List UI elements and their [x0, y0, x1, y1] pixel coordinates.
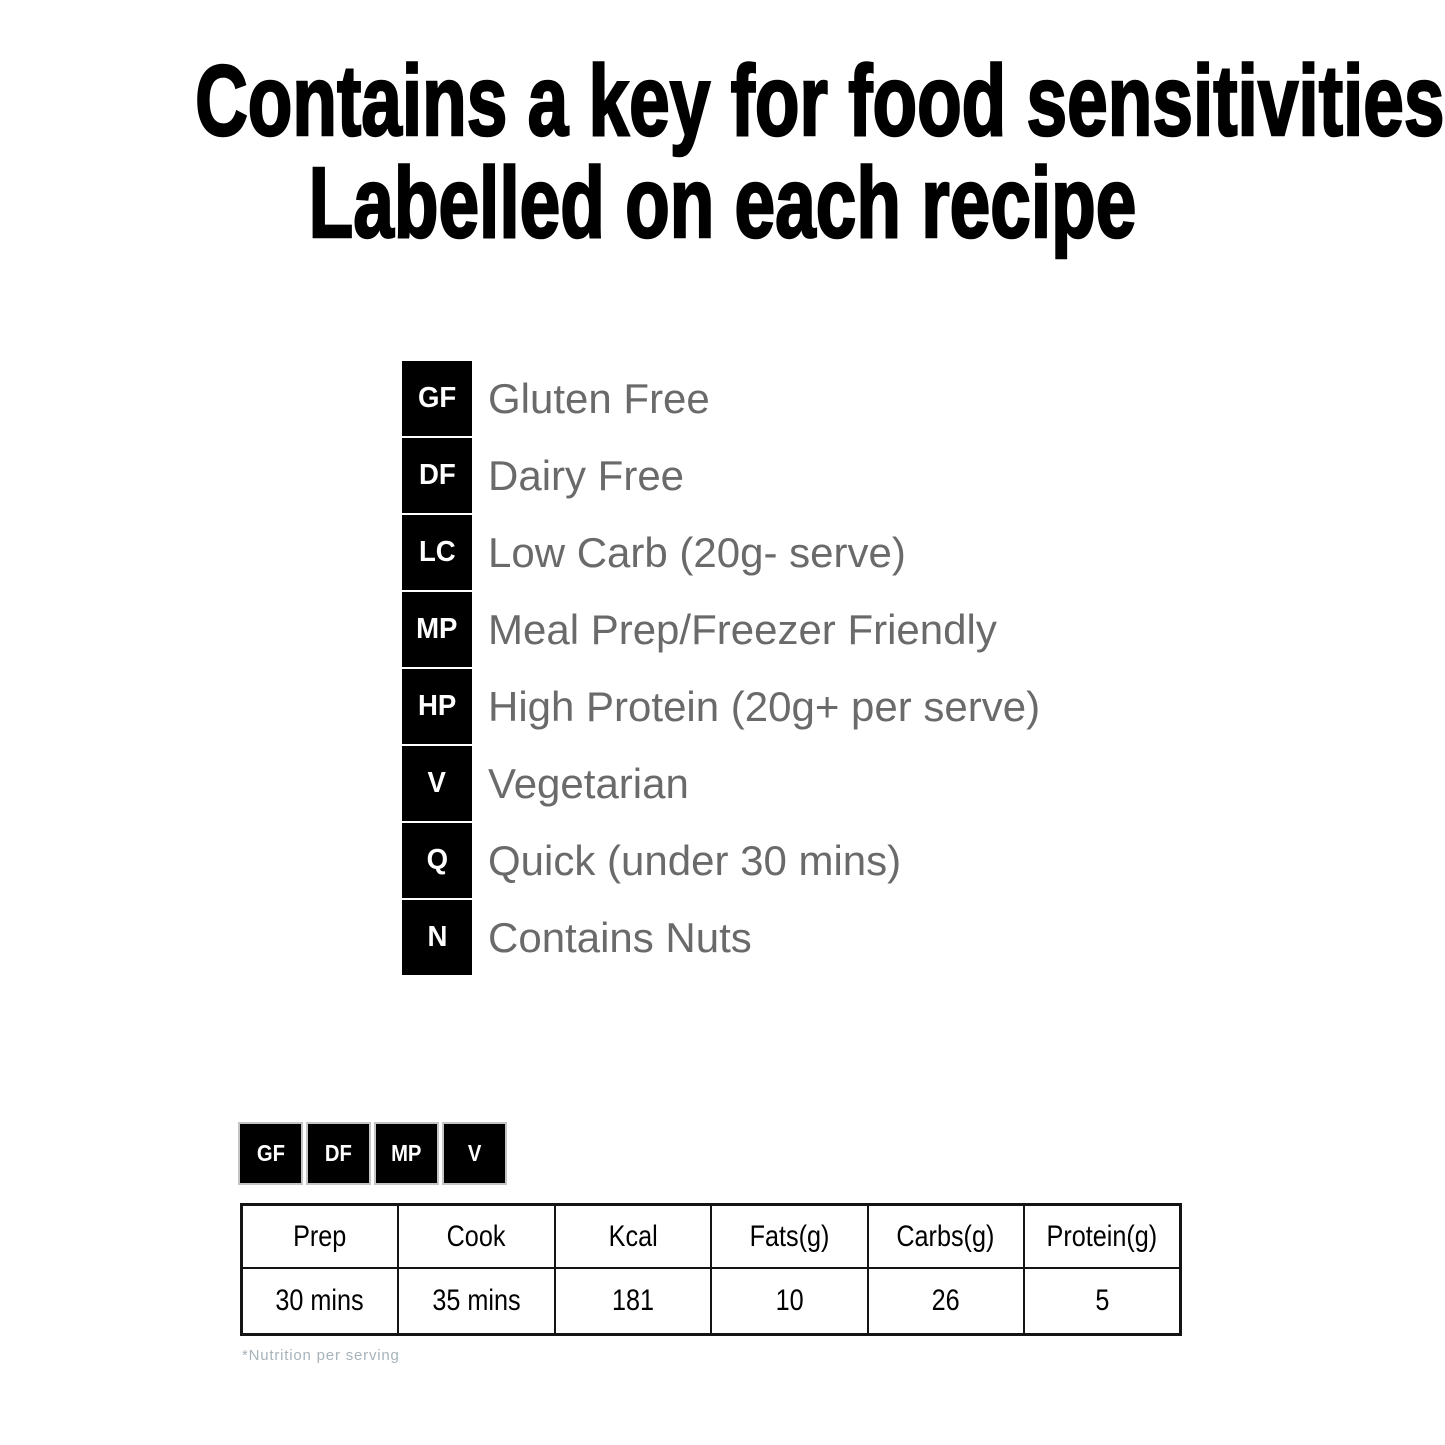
key-label: High Protein (20g+ per serve): [488, 682, 1041, 730]
key-badge: N: [402, 900, 472, 975]
recipe-badge: MP: [374, 1122, 439, 1185]
nutrition-value-cell: 35 mins: [397, 1267, 556, 1336]
recipe-badge: DF: [306, 1122, 371, 1185]
nutrition-value-cell: 30 mins: [240, 1267, 399, 1336]
key-badge: Q: [402, 823, 472, 898]
food-sensitivity-key: GF Gluten Free DF Dairy Free LC Low Carb…: [402, 361, 1040, 977]
key-badge: V: [402, 746, 472, 821]
key-label: Dairy Free: [488, 451, 685, 499]
recipe-badge-code: MP: [391, 1140, 422, 1166]
key-label: Gluten Free: [488, 374, 710, 422]
key-badge-code: N: [427, 921, 447, 953]
nutrition-header-row: Prep Cook Kcal Fats(g): [240, 1203, 1182, 1269]
recipe-badge-code: V: [467, 1140, 482, 1166]
recipe-badge-code: DF: [324, 1140, 352, 1166]
recipe-badge: V: [442, 1122, 507, 1185]
key-row: HP High Protein (20g+ per serve): [402, 669, 1040, 744]
key-row: MP Meal Prep/Freezer Friendly: [402, 592, 1040, 667]
recipe-badge: GF: [238, 1122, 303, 1185]
key-label: Contains Nuts: [488, 913, 752, 961]
nutrition-value-row: 30 mins 35 mins 181 10: [240, 1267, 1182, 1336]
key-badge-code: LC: [418, 536, 456, 568]
key-row: DF Dairy Free: [402, 438, 1040, 513]
recipe-badge-row: GF DF MP V: [238, 1122, 507, 1185]
title-line-1: Contains a key for food sensitivities: [194, 45, 1445, 157]
key-badge-code: MP: [416, 613, 458, 645]
nutrition-table: Prep Cook Kcal Fats(g): [240, 1203, 1182, 1336]
nutrition-header-cell: Fats(g): [710, 1203, 869, 1269]
nutrition-value-cell: 10: [710, 1267, 869, 1336]
key-label: Vegetarian: [488, 759, 689, 807]
key-row: Q Quick (under 30 mins): [402, 823, 1040, 898]
recipe-badge-code: GF: [256, 1140, 285, 1166]
nutrition-header-cell: Cook: [397, 1203, 556, 1269]
nutrition-value-cell: 5: [1023, 1267, 1182, 1336]
nutrition-value-cell: 181: [553, 1267, 712, 1336]
nutrition-header-cell: Prep: [240, 1203, 399, 1269]
key-badge-code: HP: [417, 690, 457, 722]
key-badge: GF: [402, 361, 472, 436]
key-row: LC Low Carb (20g- serve): [402, 515, 1040, 590]
key-label: Low Carb (20g- serve): [488, 528, 906, 576]
key-badge-code: V: [427, 767, 447, 799]
key-badge: MP: [402, 592, 472, 667]
key-row: V Vegetarian: [402, 746, 1040, 821]
key-badge-code: DF: [418, 459, 456, 491]
nutrition-header-cell: Protein(g): [1023, 1203, 1182, 1269]
nutrition-header-cell: Kcal: [553, 1203, 712, 1269]
key-badge-code: Q: [426, 844, 448, 876]
key-label: Meal Prep/Freezer Friendly: [488, 605, 997, 653]
key-badge: DF: [402, 438, 472, 513]
nutrition-footnote: *Nutrition per serving: [242, 1347, 400, 1364]
nutrition-value-cell: 26: [866, 1267, 1025, 1336]
nutrition-header-cell: Carbs(g): [866, 1203, 1025, 1269]
key-label: Quick (under 30 mins): [488, 836, 902, 884]
page-title: Contains a key for food sensitivities La…: [194, 45, 1445, 259]
key-badge: HP: [402, 669, 472, 744]
title-line-2: Labelled on each recipe: [308, 147, 1137, 259]
key-badge-code: GF: [417, 382, 457, 414]
key-row: N Contains Nuts: [402, 900, 1040, 975]
key-badge: LC: [402, 515, 472, 590]
key-row: GF Gluten Free: [402, 361, 1040, 436]
